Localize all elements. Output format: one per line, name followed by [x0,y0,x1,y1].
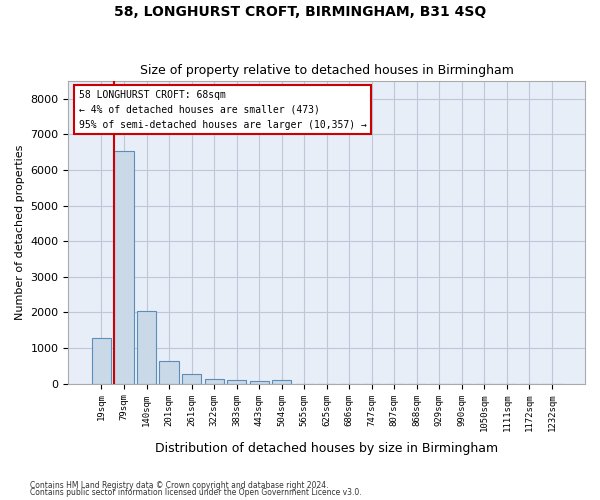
Bar [137,310,156,384]
Text: Contains HM Land Registry data © Crown copyright and database right 2024.: Contains HM Land Registry data © Crown c… [30,480,329,490]
Bar [92,338,111,384]
Bar [182,374,201,384]
Bar [227,380,246,384]
Title: Size of property relative to detached houses in Birmingham: Size of property relative to detached ho… [140,64,514,77]
Bar [205,378,224,384]
Bar [250,381,269,384]
Bar [272,380,291,384]
Text: 58 LONGHURST CROFT: 68sqm
← 4% of detached houses are smaller (473)
95% of semi-: 58 LONGHURST CROFT: 68sqm ← 4% of detach… [79,90,367,130]
Text: 58, LONGHURST CROFT, BIRMINGHAM, B31 4SQ: 58, LONGHURST CROFT, BIRMINGHAM, B31 4SQ [114,5,486,19]
X-axis label: Distribution of detached houses by size in Birmingham: Distribution of detached houses by size … [155,442,498,455]
Text: Contains public sector information licensed under the Open Government Licence v3: Contains public sector information licen… [30,488,362,497]
Y-axis label: Number of detached properties: Number of detached properties [15,144,25,320]
Bar [160,362,179,384]
Bar [115,152,134,384]
